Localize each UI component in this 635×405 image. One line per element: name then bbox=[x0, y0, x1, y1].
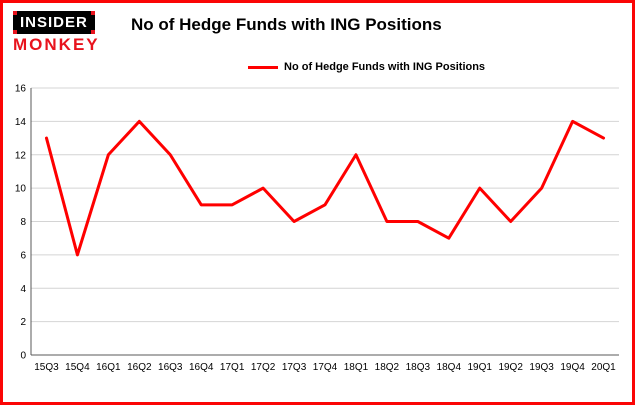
logo-corner-dot bbox=[13, 11, 17, 15]
chart-header: INSIDER MONKEY No of Hedge Funds with IN… bbox=[3, 3, 632, 81]
y-tick-label: 4 bbox=[20, 284, 26, 295]
x-tick-label: 16Q3 bbox=[158, 362, 183, 373]
y-tick-label: 8 bbox=[20, 217, 26, 228]
logo-monkey-text: MONKEY bbox=[13, 35, 100, 54]
insider-monkey-logo: INSIDER MONKEY bbox=[13, 11, 123, 55]
chart-area: 0 2 4 6 8 10 12 14 16 15Q3 15Q4 16Q1 16Q2 16Q3 16Q4 17Q… bbox=[3, 81, 632, 402]
x-tick-label: 19Q4 bbox=[560, 362, 585, 373]
x-tick-label: 17Q2 bbox=[251, 362, 276, 373]
logo-insider-label: INSIDER bbox=[20, 14, 88, 31]
x-tick-label: 16Q2 bbox=[127, 362, 152, 373]
x-tick-label: 17Q1 bbox=[220, 362, 245, 373]
x-tick-label: 19Q3 bbox=[529, 362, 554, 373]
y-tick-label: 6 bbox=[20, 250, 26, 261]
x-tick-label: 16Q4 bbox=[189, 362, 214, 373]
y-tick-label: 0 bbox=[20, 351, 26, 362]
x-tick-label: 18Q3 bbox=[406, 362, 431, 373]
logo-corner-dot bbox=[90, 30, 95, 34]
x-tick-label: 17Q4 bbox=[313, 362, 338, 373]
legend-label: No of Hedge Funds with ING Positions bbox=[284, 61, 486, 73]
y-tick-label: 12 bbox=[15, 150, 27, 161]
x-tick-label: 18Q1 bbox=[344, 362, 369, 373]
logo-corner-dot bbox=[13, 30, 17, 34]
line-chart: 0 2 4 6 8 10 12 14 16 15Q3 15Q4 16Q1 16Q2 16Q3 16Q4 17Q… bbox=[15, 84, 619, 373]
logo-insider-text: INSIDER bbox=[13, 11, 95, 34]
x-tick-label: 16Q1 bbox=[96, 362, 121, 373]
y-tick-label: 16 bbox=[15, 84, 27, 95]
y-tick-label: 2 bbox=[20, 317, 26, 328]
x-tick-label: 18Q4 bbox=[437, 362, 462, 373]
x-tick-label: 19Q2 bbox=[498, 362, 523, 373]
legend-line-swatch bbox=[248, 65, 278, 69]
x-tick-label: 17Q3 bbox=[282, 362, 307, 373]
x-tick-label: 20Q1 bbox=[591, 362, 616, 373]
x-tick-label: 19Q1 bbox=[468, 362, 493, 373]
x-tick-label: 18Q2 bbox=[375, 362, 400, 373]
x-tick-label: 15Q4 bbox=[65, 362, 90, 373]
y-tick-label: 10 bbox=[15, 184, 27, 195]
y-tick-label: 14 bbox=[15, 117, 27, 128]
series-line bbox=[44, 119, 606, 257]
x-tick-label: 15Q3 bbox=[34, 362, 59, 373]
logo-corner-dot bbox=[90, 11, 95, 15]
page-title: No of Hedge Funds with ING Positions bbox=[131, 15, 442, 34]
chart-legend: No of Hedge Funds with ING Positions bbox=[248, 61, 485, 73]
